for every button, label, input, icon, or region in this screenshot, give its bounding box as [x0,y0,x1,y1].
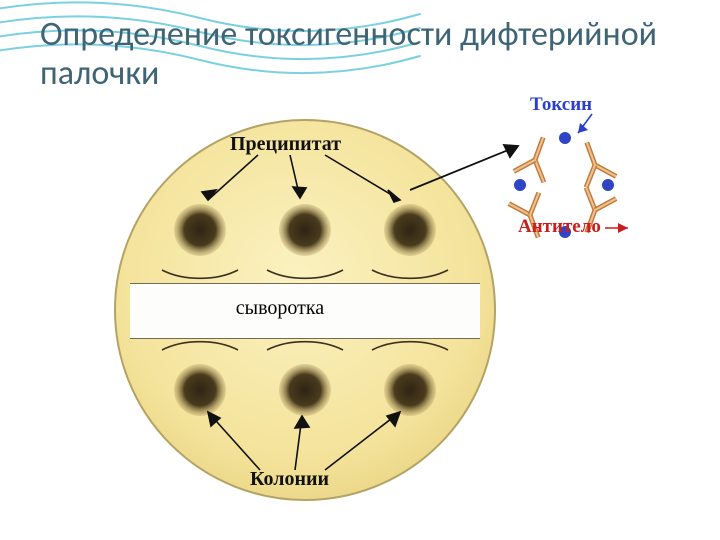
precipitate-label: Преципитат [230,133,341,156]
slide-title: Определение токсигенности дифтерийной па… [40,15,680,93]
toxin-icon [514,179,526,191]
antibody-icon [514,132,558,182]
toxin-icon [602,179,614,191]
colony-spot [279,204,331,256]
diagram-stage: сыворотка Преципитат Колонии Токсин Анти… [100,100,660,520]
colony-spot [174,364,226,416]
colony-spot [384,364,436,416]
colony-spot [384,204,436,256]
colony-spot [279,364,331,416]
serum-label: сыворотка [130,297,430,320]
colonies-label: Колонии [250,468,329,491]
toxin-icon [559,132,571,144]
antibody-label: Антитело [518,216,601,238]
toxin-label: Токсин [530,94,592,116]
colony-spot [174,204,226,256]
